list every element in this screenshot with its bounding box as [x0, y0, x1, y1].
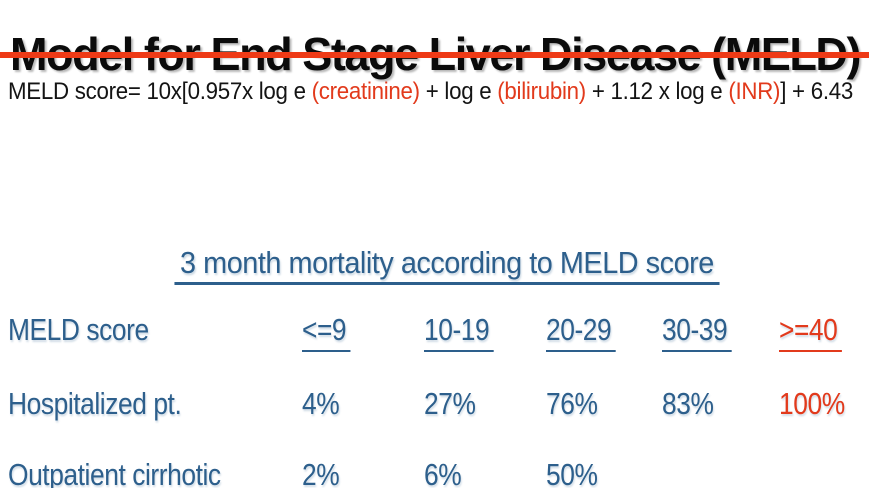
cell-text: 6% — [424, 457, 462, 488]
row-label-text: Hospitalized pt. — [8, 386, 182, 421]
row-label: Outpatient cirrhotic — [0, 457, 302, 488]
cell-text: 2% — [302, 457, 340, 488]
cell-text: 4% — [302, 386, 340, 421]
mortality-value-cell: 6% — [424, 457, 546, 488]
row-label-text: MELD score — [8, 312, 149, 347]
table-row: Hospitalized pt. 4% 27% 76% 83% 100% — [0, 386, 869, 422]
mortality-value-cell: 2% — [302, 457, 424, 488]
mortality-value-cell: 27% — [424, 386, 546, 422]
meld-range-cell: <=9 — [302, 312, 424, 352]
formula-segment-red: (creatinine) — [311, 78, 420, 105]
meld-range-cell: 20-29 — [546, 312, 662, 352]
cell-text: 10-19 — [424, 312, 494, 352]
formula-segment-black: MELD score= 10x[0.957x log e — [8, 78, 312, 105]
cell-text: <=9 — [302, 312, 351, 352]
meld-range-cell: 10-19 — [424, 312, 546, 352]
formula-segment-black: + log e — [419, 78, 498, 105]
row-label: MELD score — [0, 312, 302, 352]
title-underline-rule — [0, 52, 869, 58]
mortality-value-cell: 76% — [546, 386, 662, 422]
table-row: Outpatient cirrhotic 2% 6% 50% — [0, 457, 869, 488]
table-heading: 3 month mortality according to MELD scor… — [174, 245, 719, 285]
cell-text: 27% — [424, 386, 476, 421]
table-header-row: MELD score <=9 10-19 20-29 30-39 >=40 — [0, 312, 869, 352]
formula-segment-black: ] + 6.43 — [780, 78, 853, 105]
cell-text: 76% — [546, 386, 598, 421]
meld-range-cell: 30-39 — [662, 312, 779, 352]
table-heading-wrap: 3 month mortality according to MELD scor… — [0, 245, 869, 285]
cell-text: 50% — [546, 457, 598, 488]
meld-range-cell: >=40 — [779, 312, 869, 352]
mortality-value-cell: 83% — [662, 386, 779, 422]
cell-text: 20-29 — [546, 312, 616, 352]
meld-formula: MELD score= 10x[0.957x log e (creatinine… — [8, 78, 853, 107]
formula-segment-red: (bilirubin) — [497, 78, 586, 105]
cell-text: 30-39 — [662, 312, 732, 352]
mortality-value-cell: 50% — [546, 457, 662, 488]
mortality-value-cell: 4% — [302, 386, 424, 422]
row-label: Hospitalized pt. — [0, 386, 302, 422]
cell-text: 100% — [779, 386, 845, 421]
row-label-text: Outpatient cirrhotic — [8, 457, 221, 488]
mortality-value-cell: 100% — [779, 386, 869, 422]
formula-segment-red: (INR) — [728, 78, 781, 105]
cell-text: 83% — [662, 386, 714, 421]
cell-text: >=40 — [779, 312, 842, 352]
formula-segment-black: + 1.12 x log e — [585, 78, 729, 105]
